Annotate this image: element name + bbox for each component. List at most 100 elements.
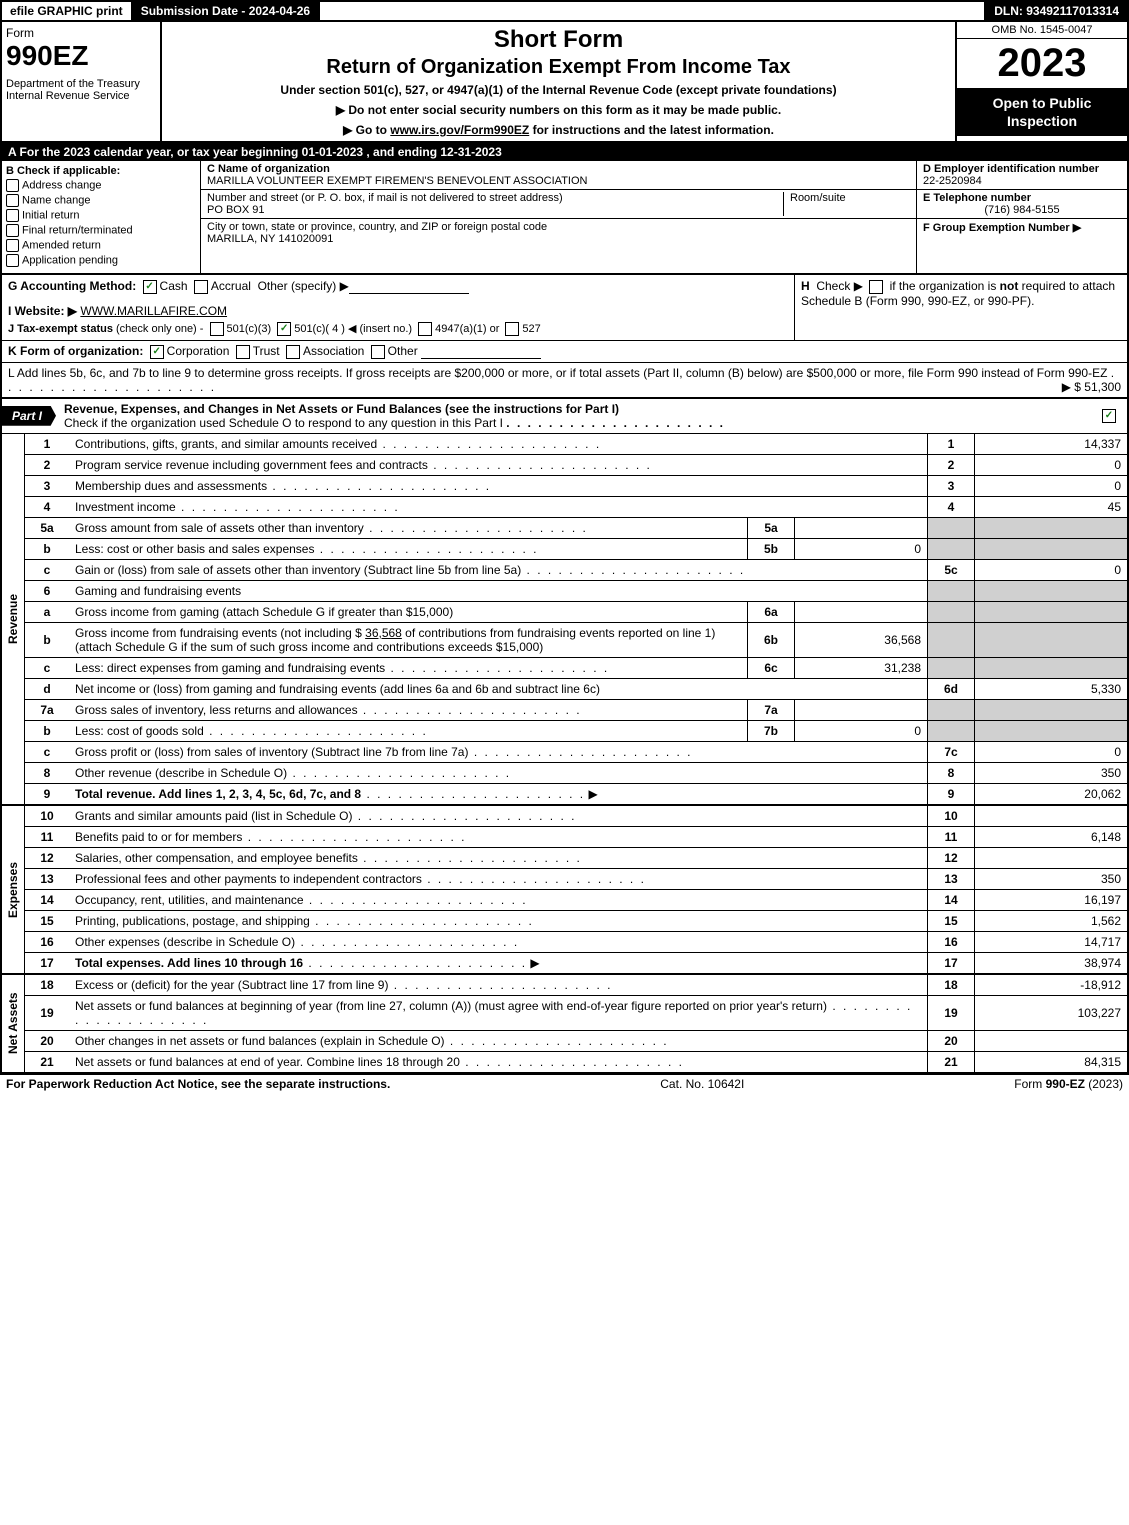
footer-right-post: (2023)	[1085, 1077, 1123, 1091]
j-label: J Tax-exempt status	[8, 323, 113, 335]
lbl-501c3: 501(c)(3)	[227, 323, 272, 335]
cb-4947[interactable]	[418, 322, 432, 336]
lbl-other: Other (specify) ▶	[258, 279, 349, 293]
phone-label: E Telephone number	[923, 192, 1121, 204]
cb-accrual[interactable]	[194, 280, 208, 294]
l-value: ▶ $ 51,300	[1062, 380, 1121, 394]
efile-label[interactable]: efile GRAPHIC print	[2, 2, 131, 20]
ld18: Excess or (deficit) for the year (Subtra…	[75, 978, 388, 992]
instr-pre: ▶ Go to	[343, 123, 390, 137]
cb-name-change[interactable]	[6, 194, 19, 207]
ld6a: Gross income from gaming (attach Schedul…	[75, 605, 453, 619]
cb-application-pending[interactable]	[6, 254, 19, 267]
lv10	[975, 806, 1128, 827]
info-grid: B Check if applicable: Address change Na…	[0, 161, 1129, 275]
lr18: 18	[928, 975, 975, 996]
instr-post: for instructions and the latest informat…	[529, 123, 774, 137]
other-org-field[interactable]	[421, 358, 541, 359]
lr14: 14	[928, 889, 975, 910]
lr9: 9	[928, 783, 975, 804]
ln10: 10	[25, 806, 69, 827]
tax-year: 2023	[957, 39, 1127, 88]
lbl-527: 527	[522, 323, 540, 335]
part-i-header: Part I Revenue, Expenses, and Changes in…	[0, 399, 1129, 434]
section-gh: G Accounting Method: Cash Accrual Other …	[0, 275, 1129, 341]
lmv6b: 36,568	[795, 622, 928, 657]
cb-corporation[interactable]	[150, 345, 164, 359]
addr-label: Number and street (or P. O. box, if mail…	[207, 192, 783, 204]
section-a: A For the 2023 calendar year, or tax yea…	[0, 143, 1129, 161]
lr13: 13	[928, 868, 975, 889]
ld17: Total expenses. Add lines 10 through 16	[75, 956, 303, 970]
ln9: 9	[25, 783, 69, 804]
group-exemption-label: F Group Exemption Number ▶	[923, 221, 1121, 234]
lv11: 6,148	[975, 826, 1128, 847]
cb-schedule-o[interactable]	[1102, 409, 1116, 423]
cb-other-org[interactable]	[371, 345, 385, 359]
org-name-label: C Name of organization	[207, 163, 910, 175]
part-i-title: Revenue, Expenses, and Changes in Net As…	[64, 402, 619, 416]
ld5a: Gross amount from sale of assets other t…	[75, 521, 364, 535]
i-label: I Website: ▶	[8, 304, 77, 318]
lv16: 14,717	[975, 931, 1128, 952]
ln12: 12	[25, 847, 69, 868]
ln4: 4	[25, 496, 69, 517]
org-name: MARILLA VOLUNTEER EXEMPT FIREMEN'S BENEV…	[207, 175, 910, 187]
lr6b	[928, 622, 975, 657]
lm6a: 6a	[748, 601, 795, 622]
website-value[interactable]: WWW.MARILLAFIRE.COM	[80, 304, 227, 318]
ln6d: d	[25, 678, 69, 699]
lv21: 84,315	[975, 1051, 1128, 1072]
ln11: 11	[25, 826, 69, 847]
ln6: 6	[25, 580, 69, 601]
lv19: 103,227	[975, 995, 1128, 1030]
ld16: Other expenses (describe in Schedule O)	[75, 935, 295, 949]
other-specify-field[interactable]	[349, 293, 469, 294]
ld21: Net assets or fund balances at end of ye…	[75, 1055, 460, 1069]
lmv5a	[795, 517, 928, 538]
ln7a: 7a	[25, 699, 69, 720]
lm5b: 5b	[748, 538, 795, 559]
cb-trust[interactable]	[236, 345, 250, 359]
lr10: 10	[928, 806, 975, 827]
lr15: 15	[928, 910, 975, 931]
lv20	[975, 1030, 1128, 1051]
cb-association[interactable]	[286, 345, 300, 359]
lv8: 350	[975, 762, 1128, 783]
room-suite: Room/suite	[783, 192, 910, 216]
header-center: Short Form Return of Organization Exempt…	[162, 22, 955, 141]
lv1: 14,337	[975, 434, 1128, 455]
ld5b: Less: cost or other basis and sales expe…	[75, 542, 314, 556]
lv7a	[975, 699, 1128, 720]
cb-final-return[interactable]	[6, 224, 19, 237]
lv17: 38,974	[975, 952, 1128, 973]
lr21: 21	[928, 1051, 975, 1072]
irs-link[interactable]: www.irs.gov/Form990EZ	[390, 123, 529, 137]
cb-527[interactable]	[505, 322, 519, 336]
lr6	[928, 580, 975, 601]
revenue-table: Revenue 1Contributions, gifts, grants, a…	[0, 434, 1129, 806]
open-to-public: Open to Public Inspection	[957, 88, 1127, 136]
cb-initial-return[interactable]	[6, 209, 19, 222]
cb-schedule-b[interactable]	[869, 280, 883, 294]
info-right: D Employer identification number 22-2520…	[916, 161, 1127, 273]
lr16: 16	[928, 931, 975, 952]
ld6d: Net income or (loss) from gaming and fun…	[75, 682, 600, 696]
ld6b-amount: 36,568	[365, 626, 402, 640]
cb-501c[interactable]	[277, 322, 291, 336]
ld1: Contributions, gifts, grants, and simila…	[75, 437, 377, 451]
cb-501c3[interactable]	[210, 322, 224, 336]
footer-right-b: 990-EZ	[1046, 1077, 1085, 1091]
lv6b	[975, 622, 1128, 657]
footer-right-pre: Form	[1014, 1077, 1045, 1091]
lr6a	[928, 601, 975, 622]
lr7a	[928, 699, 975, 720]
ln17: 17	[25, 952, 69, 973]
cb-cash[interactable]	[143, 280, 157, 294]
netassets-table: Net Assets 18Excess or (deficit) for the…	[0, 975, 1129, 1074]
city-label: City or town, state or province, country…	[207, 221, 910, 233]
ld8: Other revenue (describe in Schedule O)	[75, 766, 287, 780]
cb-address-change[interactable]	[6, 179, 19, 192]
lv13: 350	[975, 868, 1128, 889]
cb-amended-return[interactable]	[6, 239, 19, 252]
